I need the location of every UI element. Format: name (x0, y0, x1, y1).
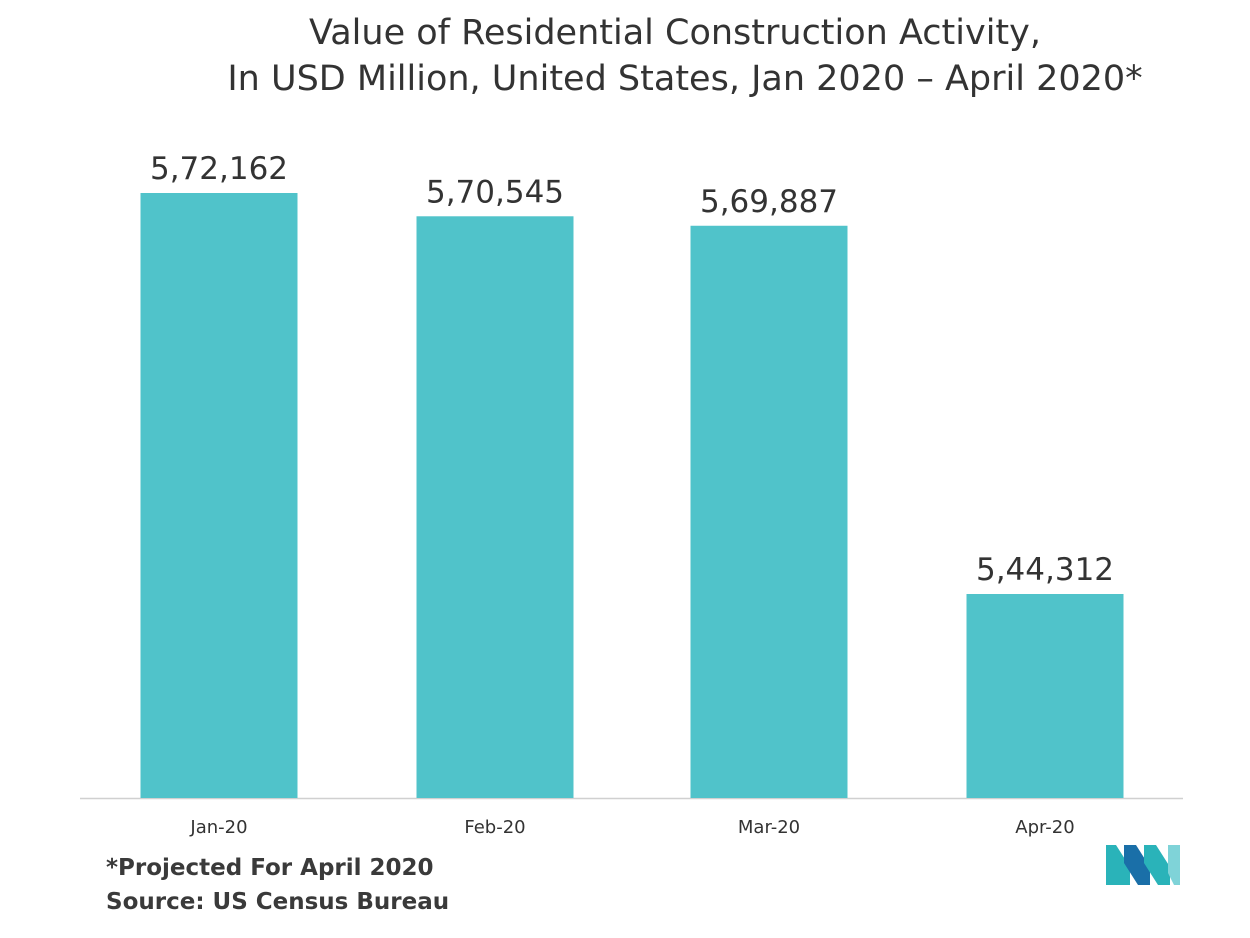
source-footnote: Source: US Census Bureau (106, 889, 450, 915)
bar-chart: 5,72,162 Jan-20 5,70,545 Feb-20 5,69,887 Mar-… (80, 151, 1183, 838)
mordor-intelligence-logo-icon (1106, 845, 1180, 885)
x-tick-label-apr-20: Apr-20 (1015, 817, 1074, 838)
data-label-jan-20: 5,72,162 (150, 151, 288, 187)
chart-title-line1: Value of Residential Construction Activi… (308, 13, 1041, 53)
data-label-apr-20: 5,44,312 (976, 552, 1114, 588)
bar-mar-20 (690, 225, 848, 799)
x-tick-label-jan-20: Jan-20 (189, 817, 247, 838)
data-label-feb-20: 5,70,545 (426, 174, 564, 210)
bar-feb-20 (416, 216, 574, 798)
x-tick-label-mar-20: Mar-20 (738, 817, 800, 838)
x-tick-label-feb-20: Feb-20 (464, 817, 525, 838)
bar-apr-20 (966, 594, 1124, 798)
data-label-mar-20: 5,69,887 (700, 184, 838, 220)
projection-footnote: *Projected For April 2020 (106, 855, 434, 881)
bar-jan-20 (140, 193, 298, 798)
chart-title: Value of Residential Construction Activi… (0, 10, 1250, 102)
chart-title-line2: In USD Million, United States, Jan 2020 … (227, 59, 1143, 99)
